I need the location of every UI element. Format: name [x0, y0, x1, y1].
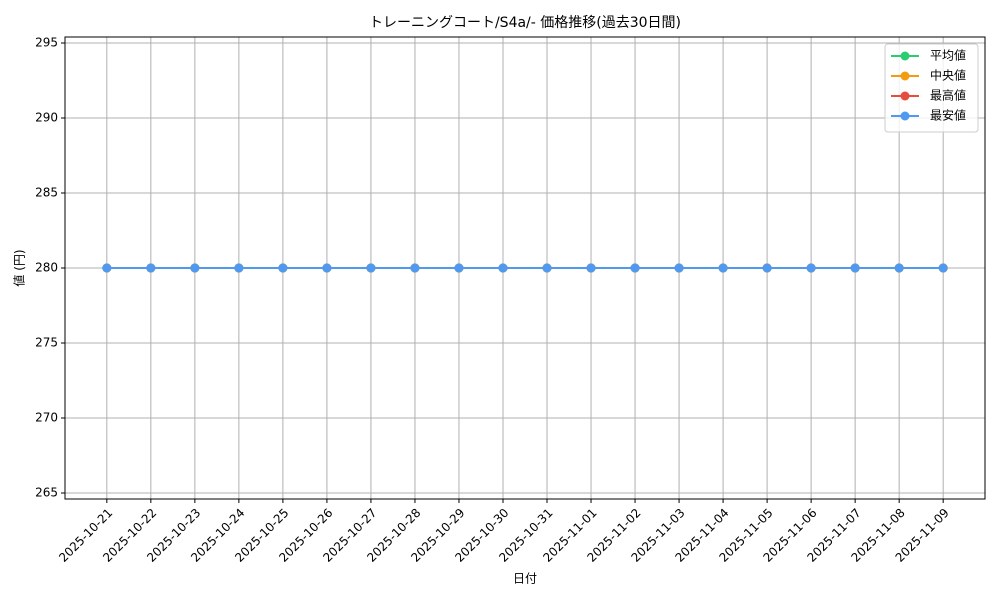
data-point — [410, 263, 420, 273]
data-point — [498, 263, 508, 273]
data-point — [322, 263, 332, 273]
y-tick-label: 290 — [35, 111, 58, 125]
data-point — [674, 263, 684, 273]
data-point — [718, 263, 728, 273]
data-point — [542, 263, 552, 273]
y-tick-label: 280 — [35, 261, 58, 275]
data-point — [190, 263, 200, 273]
legend-label: 最安値 — [930, 108, 966, 123]
legend-marker — [900, 71, 910, 81]
legend-box — [884, 43, 979, 133]
legend-label: 平均値 — [930, 48, 966, 63]
data-point — [894, 263, 904, 273]
data-point — [806, 263, 816, 273]
data-point — [278, 263, 288, 273]
legend-marker — [900, 111, 910, 121]
data-point — [586, 263, 596, 273]
y-tick-label: 265 — [35, 486, 58, 500]
plot-frame — [64, 36, 986, 500]
y-tick-label: 295 — [35, 36, 58, 50]
data-point — [454, 263, 464, 273]
chart-title: トレーニングコート/S4a/- 価格推移(過去30日間) — [369, 15, 681, 31]
y-tick-label: 275 — [35, 336, 58, 350]
data-point — [366, 263, 376, 273]
legend-marker — [900, 51, 910, 61]
legend-marker — [900, 91, 910, 101]
data-point — [850, 263, 860, 273]
y-axis-label: 値 (円) — [12, 249, 27, 286]
data-point — [146, 263, 156, 273]
y-tick-label: 270 — [35, 411, 58, 425]
data-point — [234, 263, 244, 273]
legend-label: 中央値 — [930, 68, 966, 83]
x-axis-label: 日付 — [513, 572, 537, 586]
data-point — [762, 263, 772, 273]
data-point — [630, 263, 640, 273]
data-point — [102, 263, 112, 273]
data-point — [938, 263, 948, 273]
legend-label: 最高値 — [930, 88, 966, 103]
y-tick-label: 285 — [35, 186, 58, 200]
